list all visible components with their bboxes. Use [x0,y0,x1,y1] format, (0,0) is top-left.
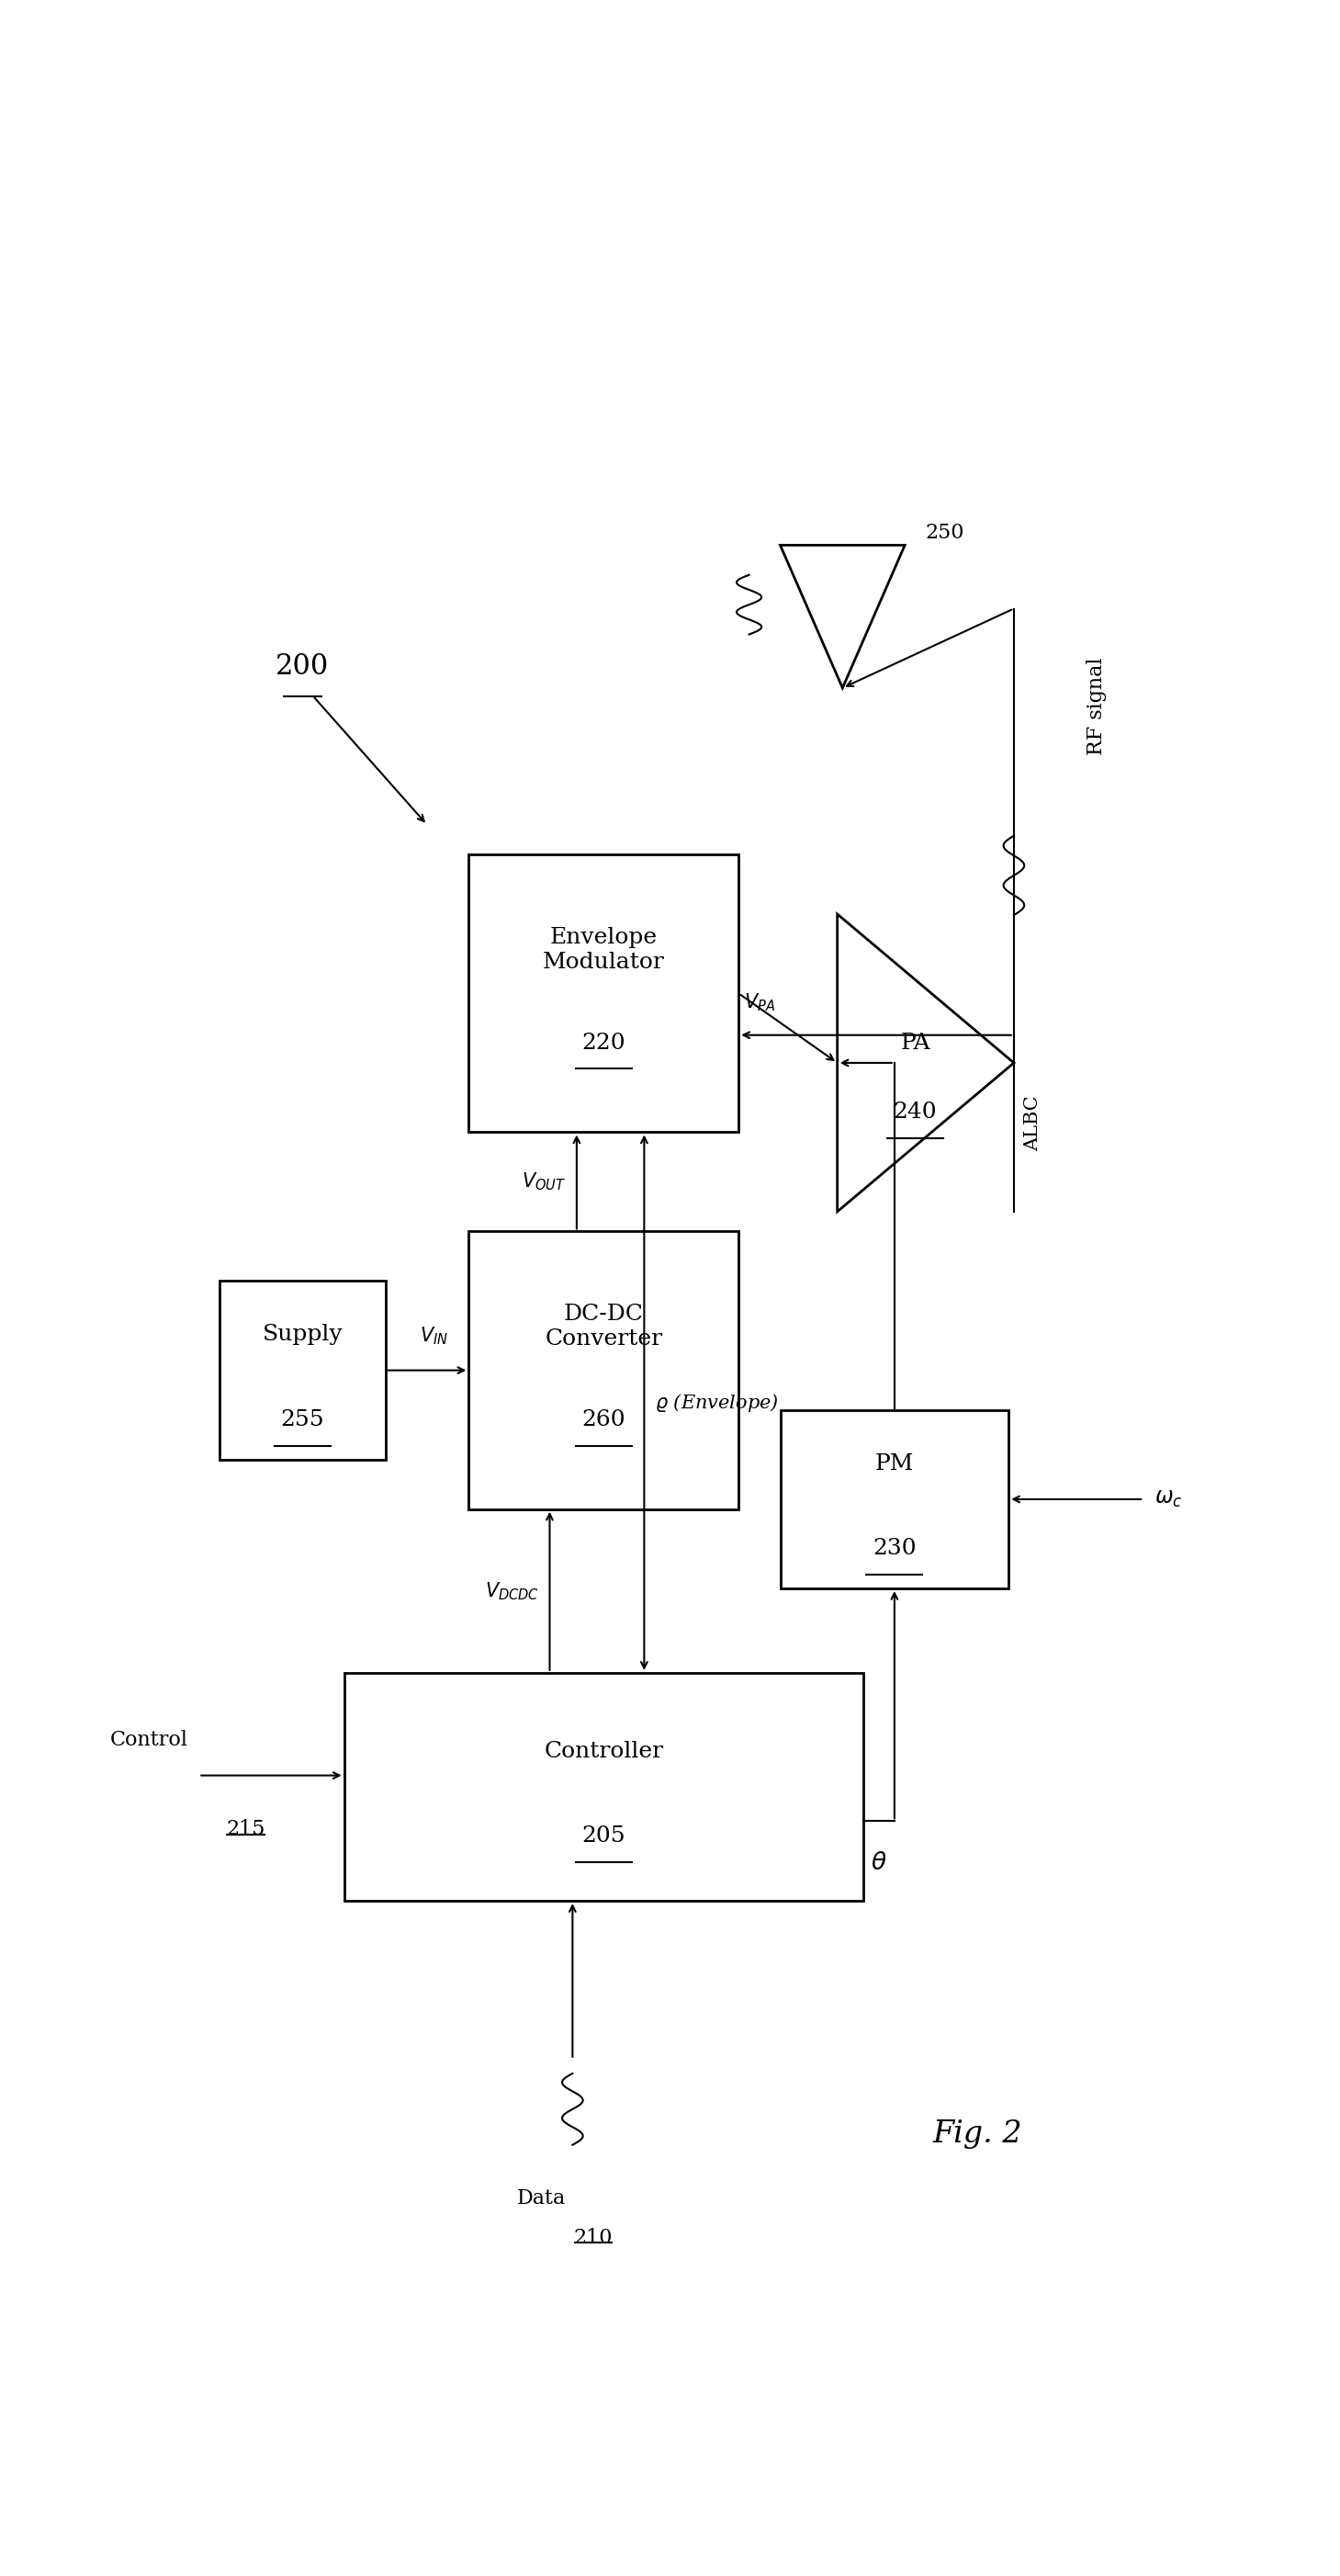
Text: $V_{PA}$: $V_{PA}$ [744,992,775,1012]
Text: Fig. 2: Fig. 2 [933,2120,1022,2148]
Text: 260: 260 [582,1409,626,1430]
Text: 205: 205 [582,1826,626,1847]
Bar [469,855,738,1133]
Text: ALBC: ALBC [1024,1095,1041,1151]
Text: Controller: Controller [544,1741,663,1762]
Text: Data: Data [517,2190,565,2208]
Text: RF signal: RF signal [1087,657,1107,755]
Text: 215: 215 [226,1819,265,1839]
Text: $\theta$: $\theta$ [871,1850,887,1873]
Text: 250: 250 [926,523,965,544]
Bar [344,1672,863,1901]
Bar [469,1231,738,1510]
Text: 210: 210 [574,2228,612,2249]
Text: $V_{DCDC}$: $V_{DCDC}$ [485,1579,539,1602]
Text: PM: PM [875,1453,914,1473]
Bar [220,1280,386,1461]
Text: 200: 200 [276,652,330,680]
Text: Supply: Supply [263,1324,343,1345]
Text: Control: Control [110,1728,188,1749]
Text: DC-DC
Converter: DC-DC Converter [545,1303,662,1350]
Text: $\varrho$ (Envelope): $\varrho$ (Envelope) [654,1391,779,1414]
Text: $V_{IN}$: $V_{IN}$ [419,1324,448,1347]
Text: 230: 230 [872,1538,917,1558]
Text: 255: 255 [280,1409,324,1430]
Text: $V_{OUT}$: $V_{OUT}$ [521,1172,567,1193]
Text: $\omega_c$: $\omega_c$ [1154,1489,1182,1510]
Bar [780,1409,1009,1589]
Text: PA: PA [900,1033,930,1054]
Text: 220: 220 [582,1033,626,1054]
Text: Envelope
Modulator: Envelope Modulator [543,927,665,974]
Text: 240: 240 [894,1103,937,1123]
